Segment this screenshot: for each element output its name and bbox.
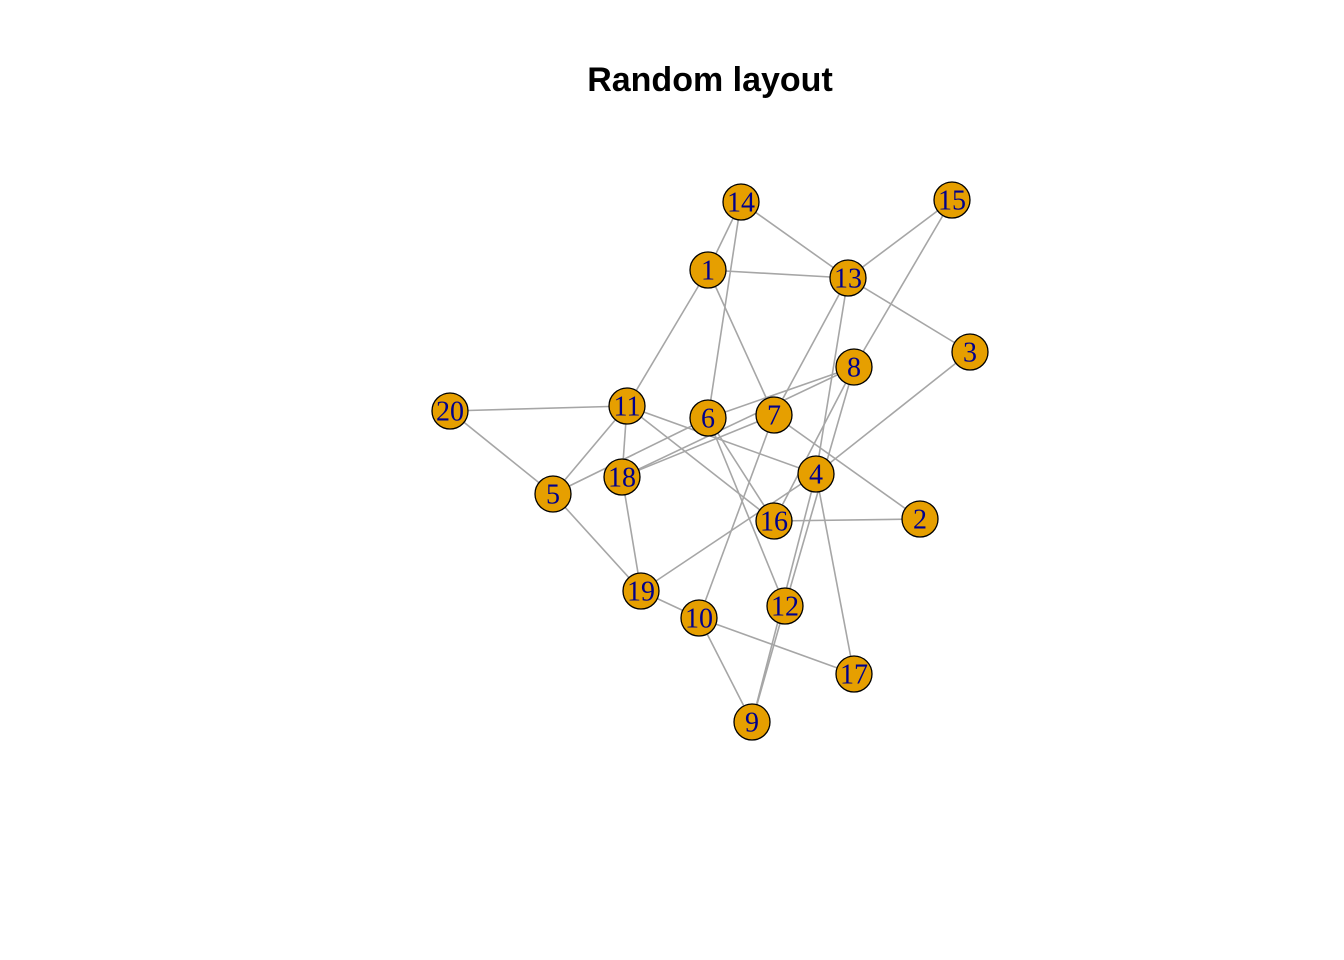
node-label: 1 <box>701 256 715 287</box>
node-circle <box>534 475 572 513</box>
node-circle <box>933 181 971 219</box>
node-circle <box>689 251 727 289</box>
node-label: 13 <box>834 264 862 295</box>
edge-4-19 <box>640 473 817 592</box>
edge-1-11 <box>626 269 709 407</box>
edge-10-9 <box>698 617 753 723</box>
node-label: 15 <box>938 186 966 217</box>
node-15: 15 <box>933 181 971 219</box>
edge-8-6 <box>707 366 855 419</box>
edge-15-13 <box>847 199 953 279</box>
node-10: 10 <box>680 599 718 637</box>
edge-5-19 <box>552 493 642 592</box>
node-1: 1 <box>689 251 727 289</box>
edge-1-13 <box>707 269 849 279</box>
node-circle <box>951 333 989 371</box>
node-circle <box>755 396 793 434</box>
node-label: 2 <box>913 505 927 536</box>
edge-14-13 <box>740 201 849 279</box>
node-13: 13 <box>829 259 867 297</box>
edge-13-3 <box>847 277 971 353</box>
edge-11-5 <box>552 405 628 495</box>
node-label: 9 <box>745 708 759 739</box>
edge-13-4 <box>815 277 849 475</box>
node-12: 12 <box>766 587 804 625</box>
node-circle <box>797 455 835 493</box>
node-label: 19 <box>627 577 655 608</box>
node-4: 4 <box>797 455 835 493</box>
edge-20-11 <box>449 405 628 412</box>
node-label: 11 <box>614 392 641 423</box>
edge-10-17 <box>698 617 855 675</box>
node-20: 20 <box>431 392 469 430</box>
edge-4-17 <box>815 473 855 675</box>
node-label: 20 <box>436 397 464 428</box>
edge-18-19 <box>621 476 642 592</box>
node-label: 10 <box>685 604 713 635</box>
edge-13-7 <box>773 277 849 416</box>
node-circle <box>829 259 867 297</box>
node-circle <box>835 655 873 693</box>
node-circle <box>608 387 646 425</box>
edge-8-18 <box>621 366 855 478</box>
edge-6-5 <box>552 417 709 495</box>
node-2: 2 <box>901 500 939 538</box>
node-circle <box>755 502 793 540</box>
node-label: 16 <box>760 507 788 538</box>
node-3: 3 <box>951 333 989 371</box>
edge-11-16 <box>626 405 775 522</box>
node-18: 18 <box>603 458 641 496</box>
edge-1-7 <box>707 269 775 416</box>
edge-3-4 <box>815 351 971 475</box>
edge-6-16 <box>707 417 775 522</box>
node-circle <box>901 500 939 538</box>
node-label: 12 <box>771 592 799 623</box>
node-circle <box>689 399 727 437</box>
node-circle <box>766 587 804 625</box>
node-5: 5 <box>534 475 572 513</box>
node-label: 6 <box>701 404 715 435</box>
edge-7-2 <box>773 414 921 520</box>
node-9: 9 <box>733 703 771 741</box>
node-circle <box>603 458 641 496</box>
node-circle <box>680 599 718 637</box>
node-16: 16 <box>755 502 793 540</box>
node-11: 11 <box>608 387 646 425</box>
node-label: 8 <box>847 353 861 384</box>
node-circle <box>733 703 771 741</box>
edge-7-10 <box>698 414 775 619</box>
edge-7-18 <box>621 414 775 478</box>
node-label: 4 <box>809 460 823 491</box>
node-label: 5 <box>546 480 560 511</box>
plot-title: Random layout <box>587 61 833 99</box>
edge-6-12 <box>707 417 786 607</box>
node-circle <box>722 183 760 221</box>
node-17: 17 <box>835 655 873 693</box>
node-circle <box>431 392 469 430</box>
edge-20-5 <box>449 410 554 495</box>
edge-15-8 <box>853 199 953 368</box>
edge-14-6 <box>707 201 742 419</box>
node-8: 8 <box>835 348 873 386</box>
node-label: 3 <box>963 338 977 369</box>
node-label: 14 <box>727 188 755 219</box>
node-circle <box>835 348 873 386</box>
node-19: 19 <box>622 572 660 610</box>
node-label: 7 <box>767 401 781 432</box>
node-6: 6 <box>689 399 727 437</box>
edge-12-9 <box>751 605 786 723</box>
node-label: 17 <box>840 660 868 691</box>
edge-16-2 <box>773 518 921 522</box>
node-7: 7 <box>755 396 793 434</box>
node-circle <box>622 572 660 610</box>
node-label: 18 <box>608 463 636 494</box>
node-14: 14 <box>722 183 760 221</box>
